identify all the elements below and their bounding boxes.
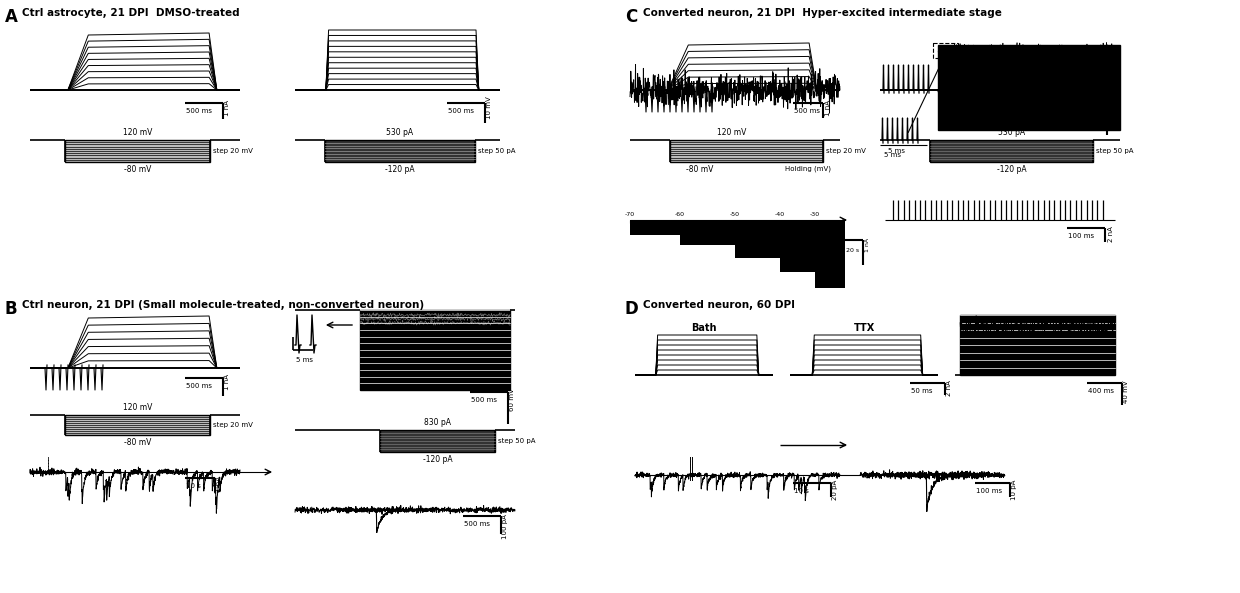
Text: 1 nA: 1 nA (224, 100, 229, 116)
Text: -80 mV: -80 mV (686, 165, 714, 174)
Text: 40 mV: 40 mV (1123, 380, 1128, 403)
Text: 2 nA: 2 nA (1109, 226, 1114, 242)
Text: TTX: TTX (853, 323, 874, 333)
Text: step 50 pA: step 50 pA (1096, 148, 1133, 154)
Bar (937, 45, 1120, 130)
Text: Ctrl neuron, 21 DPI (Small molecule-treated, non-converted neuron): Ctrl neuron, 21 DPI (Small molecule-trea… (22, 300, 424, 310)
Bar (960, 315, 1115, 375)
Text: 5 ms: 5 ms (888, 148, 905, 154)
Text: 5 ms: 5 ms (883, 152, 900, 158)
Text: step 20 mV: step 20 mV (826, 148, 866, 154)
Bar (780, 220, 815, 272)
Text: A: A (5, 8, 17, 26)
Bar (815, 220, 844, 288)
Bar (735, 220, 780, 258)
Text: -80 mV: -80 mV (124, 165, 151, 174)
Text: -120 pA: -120 pA (423, 455, 453, 464)
Text: C: C (625, 8, 637, 26)
Text: -30: -30 (810, 212, 820, 217)
Text: B: B (5, 300, 17, 318)
Text: step 50 pA: step 50 pA (477, 148, 516, 154)
Text: -120 pA: -120 pA (386, 165, 415, 174)
Text: 20 pA: 20 pA (832, 480, 838, 500)
Text: -40: -40 (775, 212, 785, 217)
Text: -50: -50 (730, 212, 740, 217)
Bar (64, 415, 210, 435)
Bar (64, 140, 210, 162)
Text: -80 mV: -80 mV (124, 438, 151, 447)
Bar (680, 220, 735, 245)
Bar (379, 430, 495, 452)
Text: 2 nA: 2 nA (946, 380, 952, 396)
Text: 500 ms: 500 ms (186, 383, 212, 389)
Text: 10 s: 10 s (186, 483, 201, 489)
Text: 60 mV: 60 mV (508, 388, 515, 411)
Text: step 20 mV: step 20 mV (213, 148, 253, 154)
Text: 500 ms: 500 ms (471, 397, 497, 403)
Text: 500 ms: 500 ms (186, 108, 212, 114)
Text: 10 mV: 10 mV (486, 96, 492, 119)
Bar (360, 310, 510, 390)
Text: 10 pA: 10 pA (1011, 480, 1017, 500)
Text: 120 mV: 120 mV (123, 128, 153, 137)
Text: 500 ms: 500 ms (794, 108, 820, 114)
Text: 500 ms: 500 ms (464, 521, 490, 527)
Text: 120 mV: 120 mV (717, 128, 746, 137)
Text: 100 pA: 100 pA (502, 514, 508, 539)
Text: 400 ms: 400 ms (1087, 388, 1114, 394)
Text: 1 nA: 1 nA (216, 476, 222, 492)
Text: 20 s: 20 s (846, 248, 859, 253)
Text: 100 ms: 100 ms (976, 488, 1002, 494)
Bar (670, 140, 823, 162)
Bar (932, 43, 959, 58)
Text: 530 pA: 530 pA (998, 128, 1025, 137)
Text: Converted neuron, 21 DPI  Hyper-excited intermediate stage: Converted neuron, 21 DPI Hyper-excited i… (644, 8, 1002, 18)
Text: -60: -60 (675, 212, 684, 217)
Text: Bath: Bath (691, 323, 717, 333)
Text: -70: -70 (625, 212, 635, 217)
Text: 1 nA: 1 nA (866, 238, 870, 252)
Text: Holding (mV): Holding (mV) (785, 165, 831, 171)
Text: 10 s: 10 s (794, 488, 808, 494)
Text: 60 mV: 60 mV (1109, 98, 1114, 121)
Text: 100 ms: 100 ms (1068, 233, 1094, 239)
Text: 830 pA: 830 pA (424, 418, 451, 427)
Text: 500 ms: 500 ms (448, 108, 474, 114)
Text: 1 nA: 1 nA (825, 100, 831, 116)
Bar (930, 140, 1092, 162)
Text: step 20 mV: step 20 mV (213, 422, 253, 428)
Text: 500 ms: 500 ms (1073, 108, 1099, 114)
Text: -120 pA: -120 pA (997, 165, 1027, 174)
Text: 5 ms: 5 ms (296, 357, 314, 363)
Text: 1 nA: 1 nA (224, 374, 229, 390)
Text: Ctrl astrocyte, 21 DPI  DMSO-treated: Ctrl astrocyte, 21 DPI DMSO-treated (22, 8, 239, 18)
Text: 120 mV: 120 mV (123, 403, 153, 412)
Text: D: D (625, 300, 639, 318)
Text: step 50 pA: step 50 pA (498, 438, 536, 444)
Text: 530 pA: 530 pA (387, 128, 414, 137)
Text: 50 ms: 50 ms (911, 388, 932, 394)
Bar (630, 220, 680, 235)
Text: Converted neuron, 60 DPI: Converted neuron, 60 DPI (644, 300, 795, 310)
Bar (325, 140, 475, 162)
